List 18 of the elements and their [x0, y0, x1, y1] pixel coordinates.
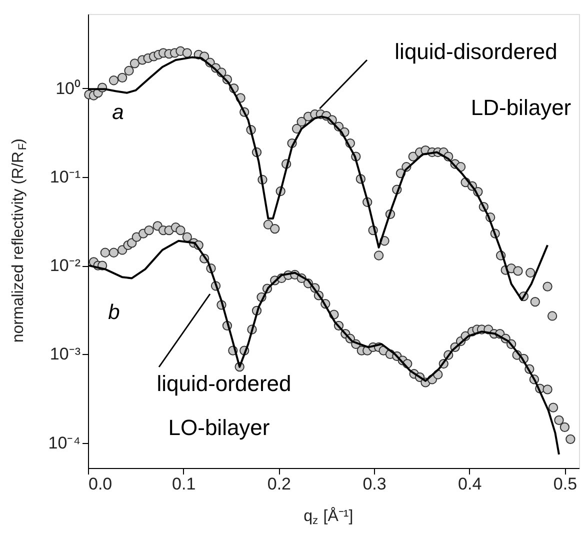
y-tick-label: 10⁻²	[50, 256, 81, 276]
y-tick-label: 10⁻⁴	[48, 433, 80, 452]
annotation: liquid-disordered	[394, 39, 558, 64]
y-axis-title: normalized reflectivity (R/RF)	[10, 138, 29, 343]
x-tick-label: 0.1	[172, 474, 196, 494]
annotation: LO-bilayer	[168, 415, 270, 440]
annotation: b	[108, 301, 120, 324]
x-tick-label: 0.5	[553, 474, 578, 494]
y-tick-label: 10⁻¹	[50, 167, 81, 186]
x-tick-label: 0.3	[362, 474, 386, 494]
x-tick-label: 0.2	[267, 474, 291, 494]
y-tick-label: 10⁻³	[50, 344, 81, 364]
x-tick-label: 0.4	[458, 474, 482, 494]
annotation: a	[112, 101, 124, 124]
annotation: LD-bilayer	[470, 95, 572, 120]
annotation: liquid-ordered	[156, 371, 292, 396]
y-tick-label: 10⁰	[56, 78, 80, 98]
x-tick-label: 0.0	[88, 474, 112, 494]
